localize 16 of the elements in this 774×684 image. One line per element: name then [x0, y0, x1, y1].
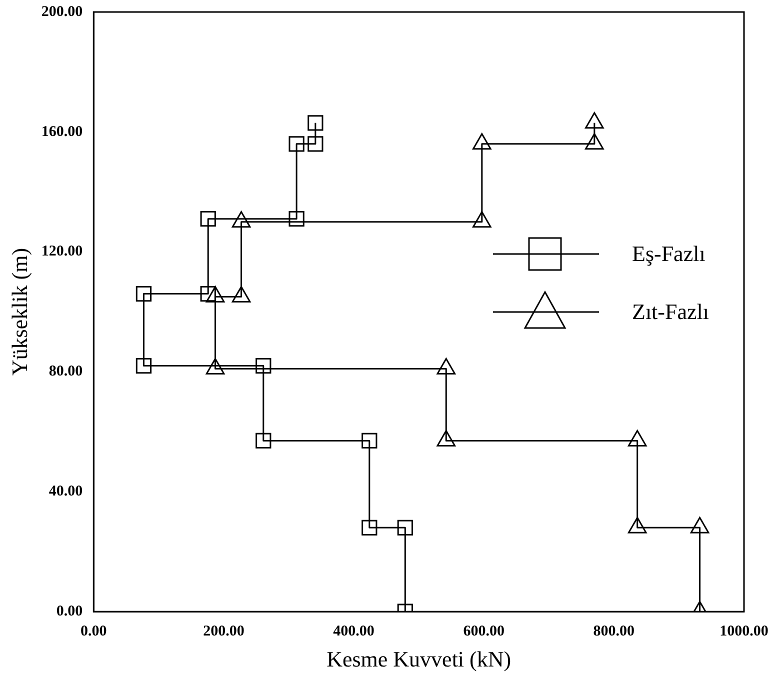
- legend-label: Zıt-Fazlı: [632, 299, 709, 325]
- y-tick-label: 0.00: [56, 603, 83, 620]
- x-tick-label: 0.00: [80, 623, 107, 640]
- y-tick-label: 200.00: [41, 4, 83, 20]
- x-tick-label: 400.00: [333, 623, 374, 640]
- y-tick-label: 160.00: [41, 124, 83, 140]
- y-tick-label: 120.00: [41, 244, 83, 260]
- y-axis-title: Yükseklik (m): [6, 248, 32, 376]
- x-axis-title: Kesme Kuvveti (kN): [326, 646, 512, 672]
- x-tick-label: 200.00: [203, 623, 244, 640]
- y-tick-label: 40.00: [48, 484, 83, 500]
- x-tick-label: 1000.00: [720, 623, 768, 640]
- y-tick-label: 80.00: [48, 364, 83, 380]
- x-tick-label: 800.00: [593, 623, 635, 640]
- x-tick-label: 600.00: [463, 623, 504, 640]
- legend-label: Eş-Fazlı: [632, 241, 706, 267]
